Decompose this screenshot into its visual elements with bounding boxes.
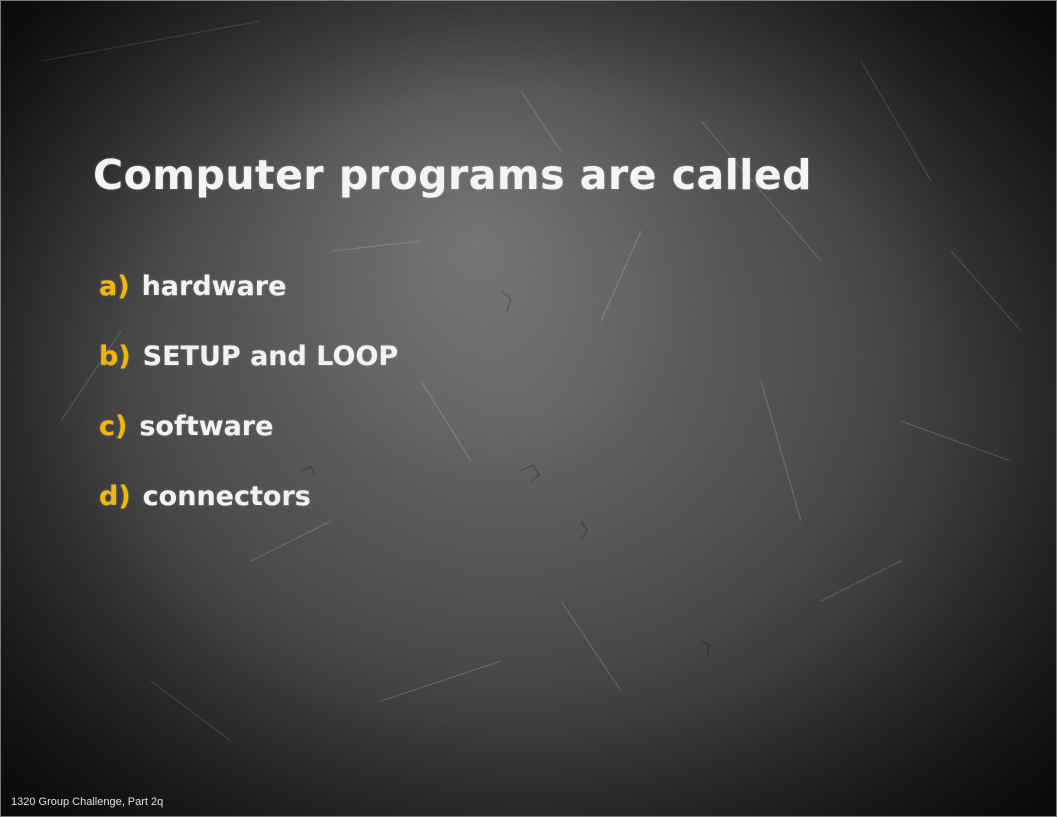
option-b: b) SETUP and LOOP [99, 335, 398, 405]
answer-options: a) hardware b) SETUP and LOOP c) software d… [99, 265, 398, 545]
option-letter: b) [99, 341, 131, 372]
option-letter: d) [99, 481, 131, 512]
slide-footer: 1320 Group Challenge, Part 2q [11, 796, 164, 808]
option-letter: c) [99, 411, 128, 442]
question-title: Computer programs are called [93, 151, 812, 199]
option-d: d) connectors [99, 475, 398, 545]
option-text: SETUP and LOOP [142, 341, 399, 372]
option-text: software [139, 411, 274, 442]
option-letter: a) [99, 271, 130, 302]
option-text: hardware [141, 271, 287, 302]
option-text: connectors [142, 481, 311, 512]
option-c: c) software [99, 405, 398, 475]
option-a: a) hardware [99, 265, 398, 335]
